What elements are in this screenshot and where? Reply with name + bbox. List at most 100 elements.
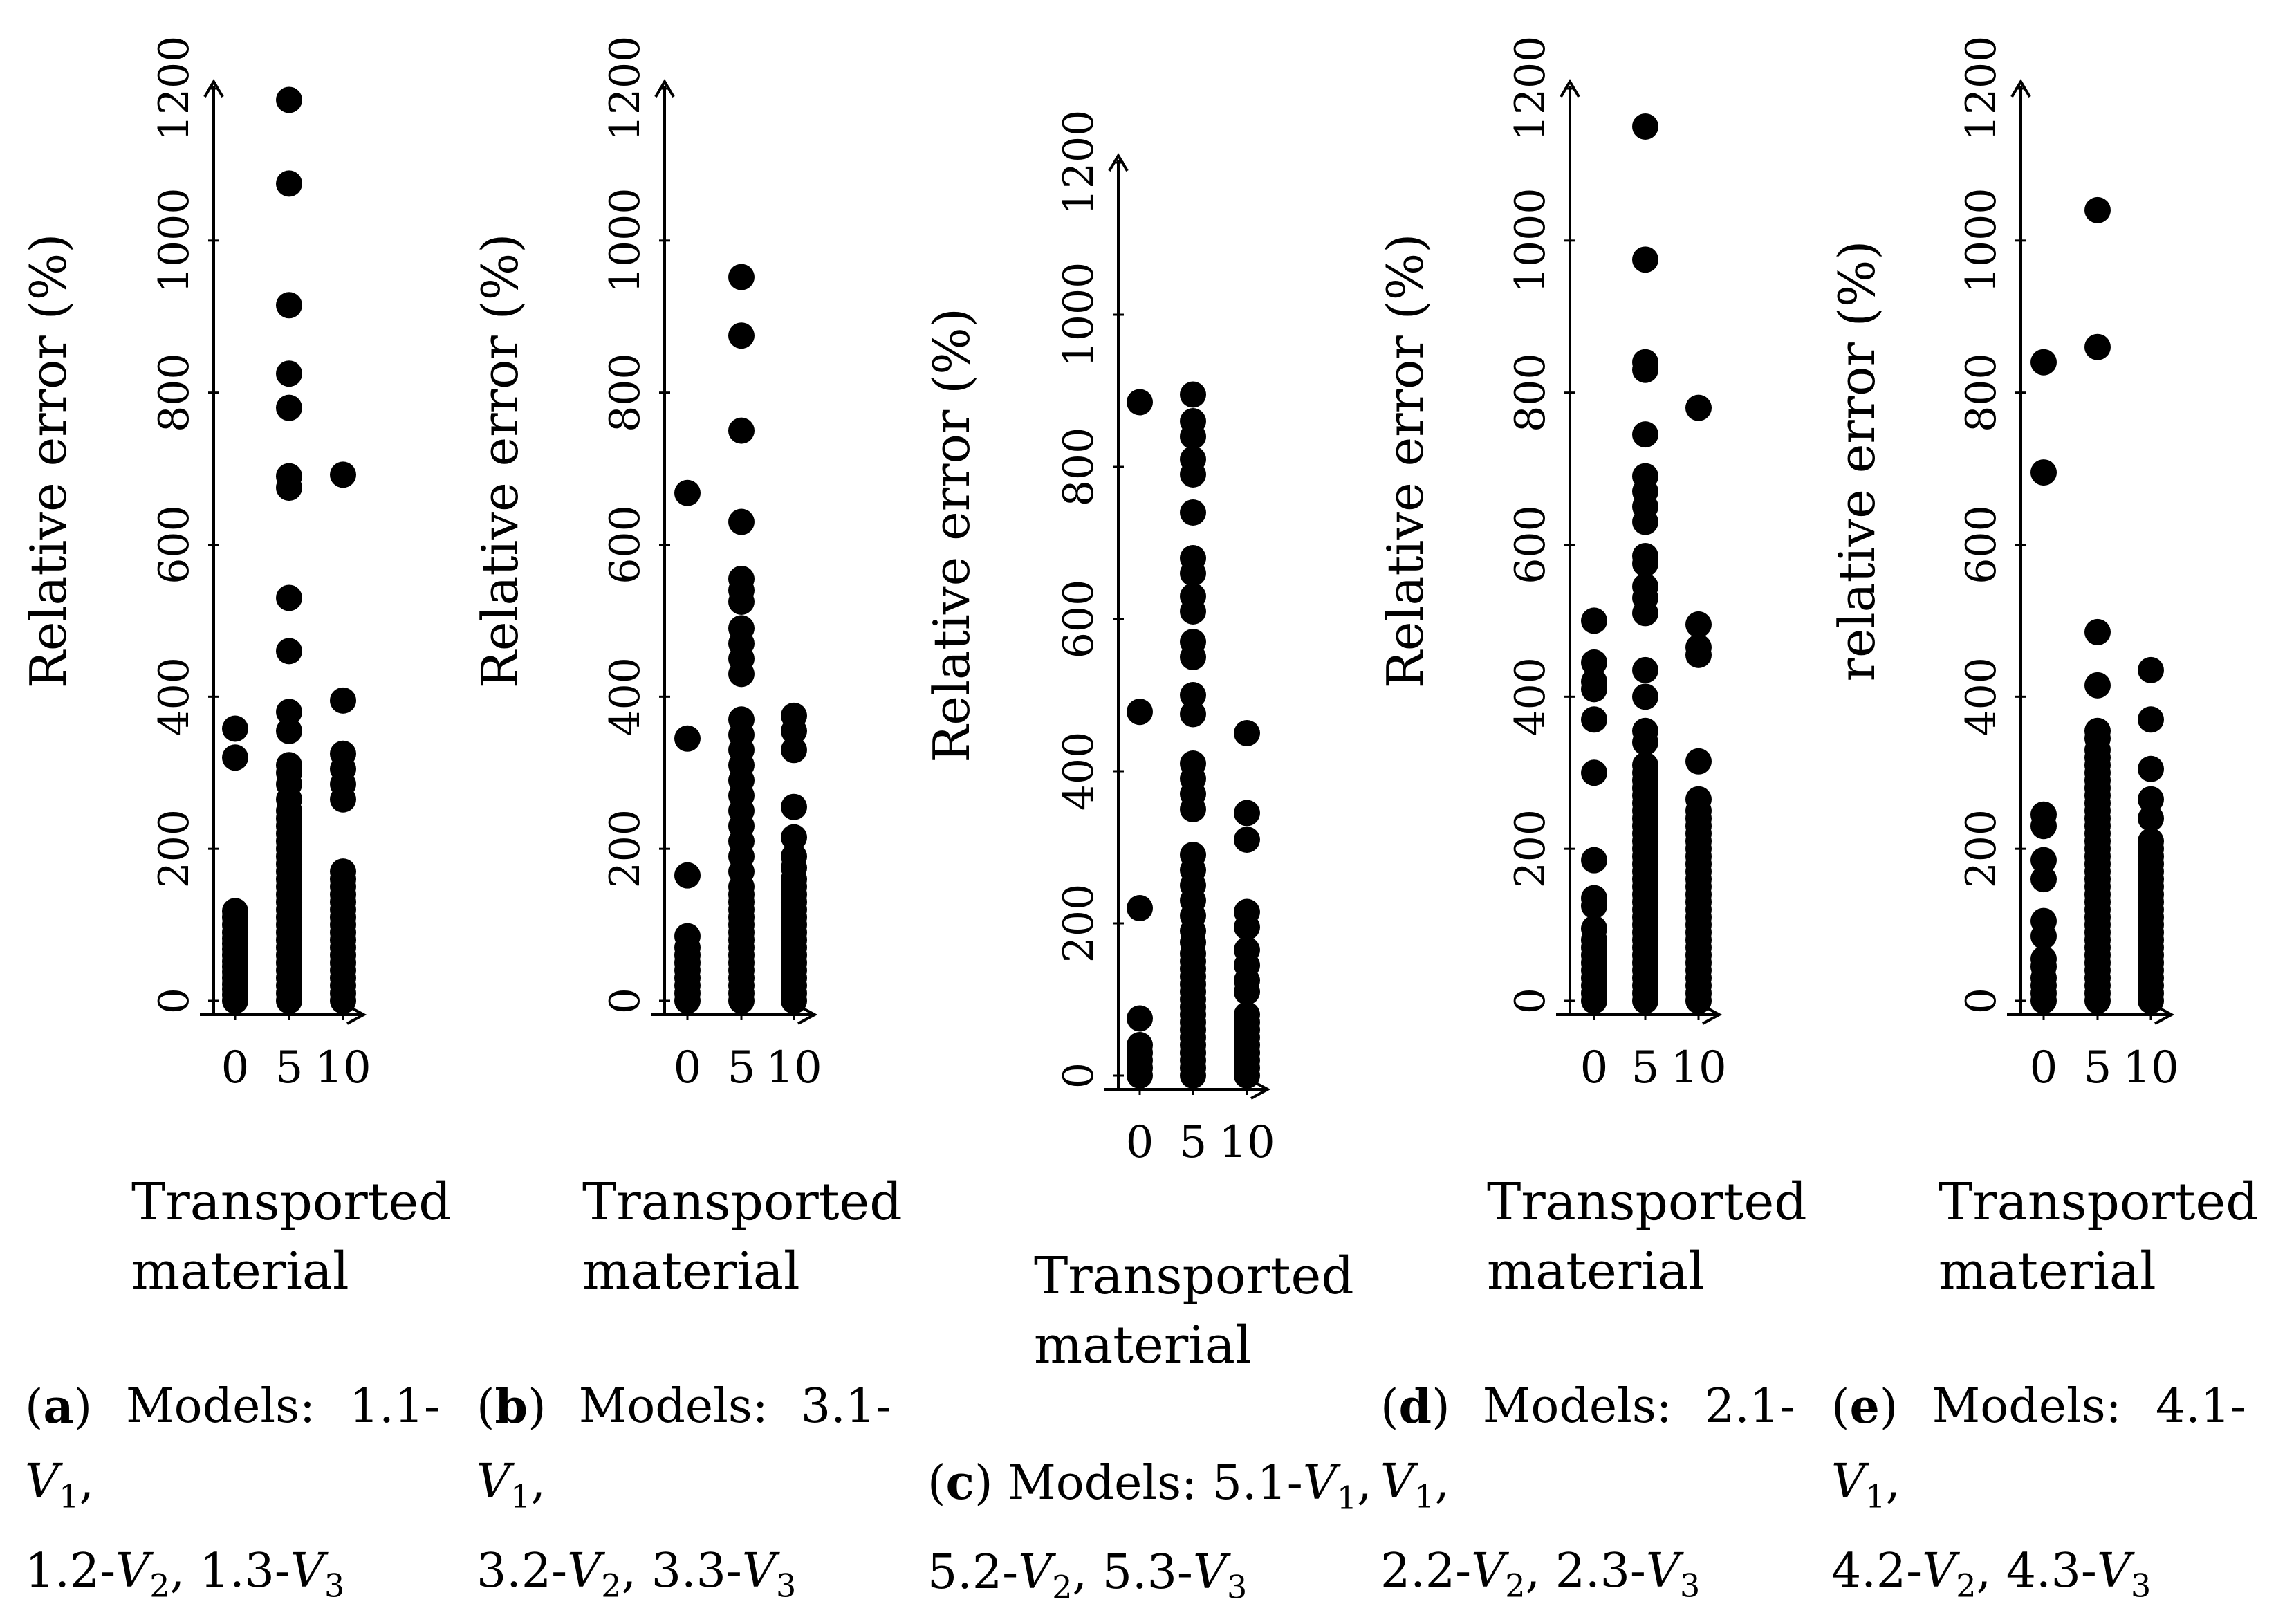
data-point [276,360,302,387]
y-tick-label: 200 [601,809,649,889]
data-point [330,740,356,767]
data-point [1632,656,1658,683]
y-tick-label: 1200 [1506,36,1555,142]
x-tick-label: 10 [2122,1042,2178,1094]
data-point [276,170,302,197]
data-point [728,417,755,444]
y-axis-arrow [1560,79,1580,98]
x-tick-label: 5 [728,1042,756,1094]
x-axis-title: Transported material [1487,1172,1807,1301]
data-point [1632,752,1658,779]
data-point [1632,542,1658,569]
y-tick-label: 0 [1506,988,1555,1014]
data-point [2030,801,2057,828]
y-tick-label: 800 [1957,353,2006,432]
data-point [1234,936,1260,963]
data-point [276,86,302,113]
y-tick-label: 1200 [1957,36,2006,142]
y-tick-label: 0 [1055,1062,1103,1089]
data-point [1180,583,1206,609]
x-tick-label: 0 [2030,1042,2058,1094]
x-tick-label: 0 [221,1042,250,1094]
x-tick-label: 10 [1670,1042,1726,1094]
y-tick-label: 400 [1506,657,1555,737]
data-point [2138,656,2164,683]
y-tick-label: 1200 [601,36,649,142]
x-tick-label: 0 [1126,1117,1154,1168]
data-point [2138,755,2164,782]
y-axis-title: Relative error (%) [19,234,77,689]
data-point [1127,699,1153,726]
caption-label: e [1849,1379,1880,1434]
y-tick-label: 0 [601,988,649,1014]
data-point [781,702,807,729]
x-tick-label: 5 [2084,1042,2112,1094]
caption-label: d [1398,1379,1432,1434]
x-axis-title: Transported material [1034,1246,1354,1375]
y-tick-label: 0 [150,988,198,1014]
data-point [1180,381,1206,408]
data-point [276,752,302,779]
data-point [674,725,701,752]
data-point [2138,706,2164,733]
data-point [1632,717,1658,744]
data-point [1685,748,1712,775]
data-point [2138,786,2164,813]
data-point [1127,1032,1153,1058]
x-axis-title: Transported material [131,1172,452,1301]
x-tick-label: 10 [315,1042,371,1094]
data-point [1234,827,1260,853]
x-tick-label: 5 [275,1042,304,1094]
data-point [728,615,755,642]
y-axis-arrow [2010,79,2031,98]
data-point [728,508,755,535]
data-point [1127,1005,1153,1032]
y-axis-arrow [654,79,675,98]
y-tick-label: 600 [1506,505,1555,584]
data-point [276,584,302,611]
data-point [2030,907,2057,934]
caption-a: (a) Models: 1.1- V1, 1.2-V2, 1.3-V3 [25,1379,440,1605]
data-point [781,737,807,764]
y-tick-label: 200 [150,809,198,889]
y-tick-label: 800 [601,353,649,432]
data-point [1685,634,1712,661]
y-axis-title: Relative error (%) [1376,234,1434,689]
data-point [2030,866,2057,893]
data-point [2084,672,2111,699]
data-point [222,744,248,771]
data-point [276,638,302,665]
y-tick-label: 1200 [1055,110,1103,216]
y-tick-label: 400 [150,657,198,737]
x-tick-label: 5 [1631,1042,1660,1094]
y-tick-label: 400 [1957,657,2006,737]
data-point [781,843,807,870]
data-point [1632,113,1658,140]
y-tick-label: 400 [1055,732,1103,811]
data-point [2138,805,2164,832]
data-point [2084,196,2111,223]
data-point [728,706,755,733]
y-tick-label: 600 [1957,505,2006,584]
data-point [1127,895,1153,921]
data-point [1581,759,1607,786]
data-point [1234,720,1260,746]
data-point [2084,333,2111,360]
y-tick-label: 600 [1055,580,1103,659]
data-point [674,862,701,889]
y-axis-title: Relative error (%) [471,234,529,689]
y-tick-label: 1000 [150,187,198,293]
data-point [1180,408,1206,434]
data-point [2084,717,2111,744]
data-point [222,898,248,925]
data-point [2138,828,2164,855]
data-point [276,292,302,319]
data-point [781,793,807,820]
data-point [728,264,755,290]
data-point [1180,499,1206,526]
x-axis-title: Transported material [582,1172,903,1301]
